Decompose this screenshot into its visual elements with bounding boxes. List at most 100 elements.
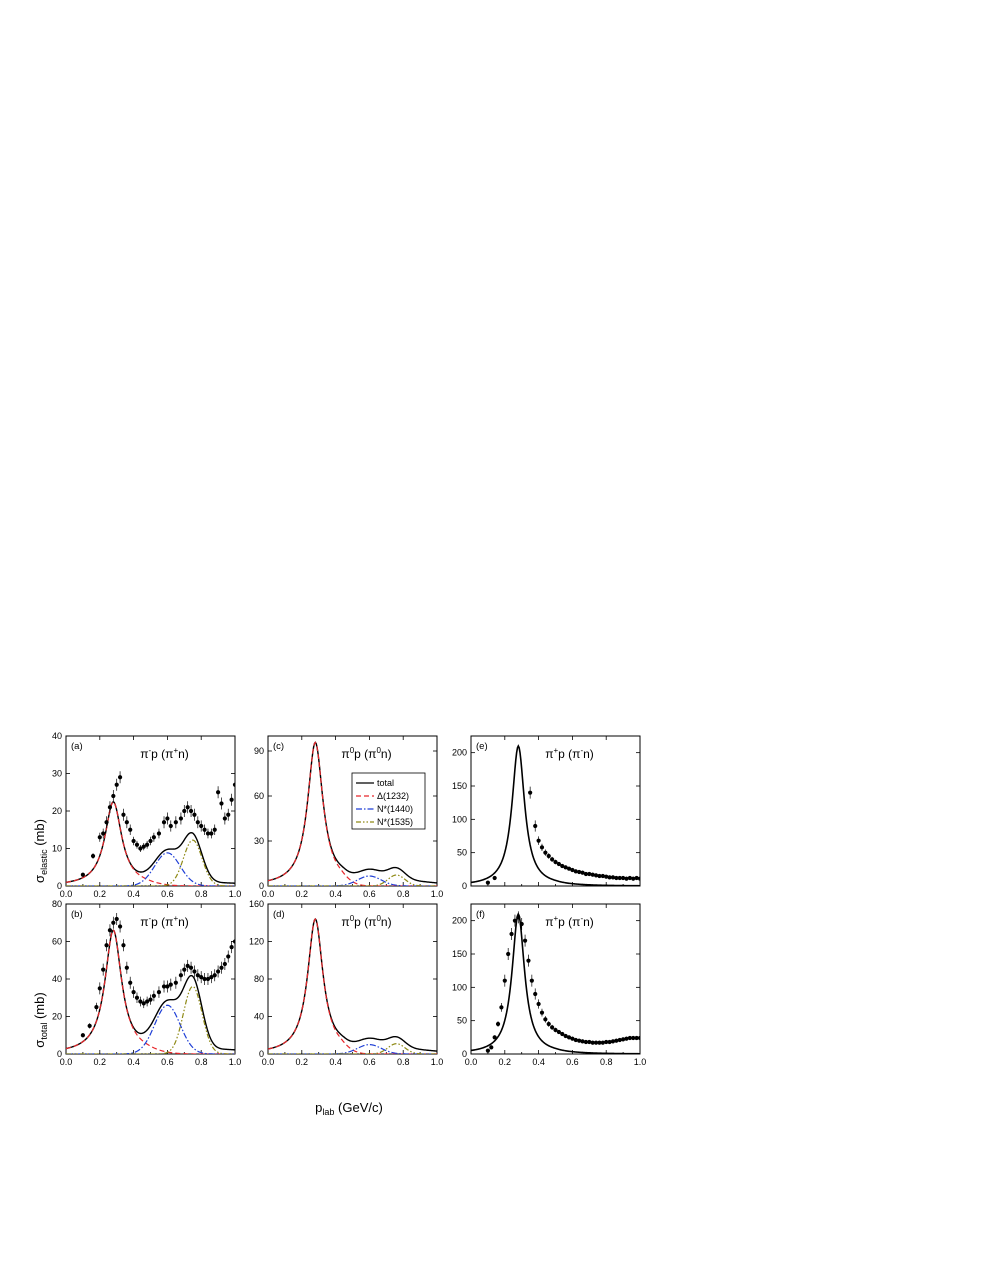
data-point bbox=[600, 1040, 605, 1045]
data-point bbox=[587, 871, 592, 877]
data-point bbox=[590, 1040, 595, 1045]
data-point bbox=[229, 797, 234, 802]
series-n1440-line bbox=[66, 1004, 235, 1054]
data-point bbox=[519, 921, 524, 927]
data-point bbox=[590, 872, 595, 877]
data-point bbox=[489, 1045, 494, 1050]
y-tick-label: 200 bbox=[452, 916, 467, 926]
data-point bbox=[492, 875, 497, 881]
data-point bbox=[634, 875, 639, 881]
x-tick-label: 0.6 bbox=[566, 1057, 579, 1067]
data-point bbox=[121, 812, 126, 817]
data-point bbox=[593, 873, 599, 878]
data-point bbox=[216, 790, 221, 795]
y-tick-label: 80 bbox=[52, 899, 62, 909]
panel-title: π-p (π+n) bbox=[140, 914, 189, 929]
data-point bbox=[205, 831, 211, 836]
data-point bbox=[161, 820, 167, 825]
curve-group bbox=[66, 913, 235, 1054]
y-tick-label: 10 bbox=[52, 844, 62, 854]
svg-text:σtotal (mb): σtotal (mb) bbox=[32, 992, 49, 1047]
data-point bbox=[131, 838, 136, 844]
y-tick-label: 0 bbox=[259, 1049, 264, 1059]
data-point bbox=[199, 975, 204, 980]
y-tick-label: 0 bbox=[462, 1049, 467, 1059]
data-point bbox=[546, 853, 551, 859]
data-point bbox=[543, 1017, 548, 1022]
data-point bbox=[173, 820, 178, 825]
data-point bbox=[617, 1037, 622, 1043]
data-point bbox=[607, 875, 612, 880]
data-point bbox=[104, 943, 109, 948]
x-tick-label: 0.4 bbox=[329, 889, 342, 899]
data-point bbox=[529, 978, 534, 983]
data-point bbox=[522, 938, 528, 943]
x-tick-label: 0.2 bbox=[94, 889, 107, 899]
data-point bbox=[111, 920, 116, 925]
xlabel: plab (GeV/c) bbox=[315, 1100, 383, 1117]
data-point bbox=[556, 861, 561, 867]
data-point bbox=[161, 984, 167, 989]
data-point bbox=[533, 823, 538, 829]
data-point bbox=[570, 867, 575, 873]
panel-c: 0.0 0.2 0.4 0.6 0.8 1.0 0 30 60 90 (c) π0p (π0n) tot… bbox=[254, 735, 443, 899]
data-point bbox=[587, 1039, 592, 1045]
plot-frame bbox=[267, 903, 438, 1055]
data-point bbox=[182, 808, 187, 814]
data-point bbox=[124, 965, 129, 970]
data-point bbox=[536, 1001, 541, 1007]
x-tick-label: 0.8 bbox=[195, 889, 208, 899]
series-delta-line bbox=[268, 918, 437, 1054]
data-point bbox=[141, 844, 146, 849]
panel-label: (f) bbox=[476, 909, 485, 920]
panel-f: 0.0 0.2 0.4 0.6 0.8 1.0 0 50 100 150 200 (f) π+p (π-… bbox=[452, 903, 646, 1067]
data-point bbox=[97, 835, 102, 840]
data-point bbox=[107, 805, 113, 810]
x-tick-label: 0.6 bbox=[363, 889, 376, 899]
y-tick-label: 20 bbox=[52, 1012, 62, 1022]
data-point bbox=[536, 838, 541, 843]
x-tick-label: 0.0 bbox=[262, 889, 275, 899]
panel-d: 0.0 0.2 0.4 0.6 0.8 1.0 0 40 80 120 160 (d) π0p (π0n… bbox=[249, 899, 443, 1067]
data-point bbox=[80, 872, 85, 877]
data-point bbox=[577, 1038, 582, 1043]
curve-group bbox=[268, 741, 437, 886]
data-point bbox=[104, 820, 109, 825]
data-point bbox=[560, 1031, 565, 1037]
data-point bbox=[614, 1038, 619, 1043]
data-point bbox=[485, 1048, 490, 1053]
data-point bbox=[128, 827, 133, 832]
x-tick-label: 0.0 bbox=[465, 1057, 478, 1067]
data-point bbox=[566, 1035, 572, 1040]
x-tick-label: 0.8 bbox=[195, 1057, 208, 1067]
data-point bbox=[188, 965, 194, 970]
legend-box bbox=[351, 772, 426, 830]
data-point bbox=[550, 1025, 555, 1030]
x-tick-label: 0.2 bbox=[296, 889, 309, 899]
data-point bbox=[168, 982, 173, 987]
data-point bbox=[145, 999, 150, 1004]
data-point bbox=[543, 850, 548, 855]
y-tick-label: 30 bbox=[52, 769, 62, 779]
y-tick-label: 90 bbox=[254, 746, 264, 756]
data-point bbox=[90, 853, 96, 859]
data-point bbox=[624, 1036, 629, 1041]
data-point bbox=[631, 1035, 636, 1041]
x-tick-label: 0.0 bbox=[262, 1057, 275, 1067]
panel-b: 0.0 0.2 0.4 0.6 0.8 1.0 0 20 40 60 80 (b) π-p (π+n) bbox=[52, 899, 241, 1067]
data-point bbox=[195, 820, 200, 825]
data-point bbox=[178, 816, 184, 821]
y-tick-label: 120 bbox=[249, 937, 264, 947]
data-point bbox=[495, 1021, 501, 1027]
y-tick-label: 100 bbox=[452, 982, 467, 992]
data-point bbox=[97, 986, 102, 991]
data-point bbox=[577, 869, 582, 875]
data-point bbox=[604, 874, 609, 879]
panel-title: π+p (π-n) bbox=[545, 914, 594, 929]
data-point bbox=[553, 1027, 558, 1033]
data-point bbox=[621, 875, 626, 881]
data-point bbox=[627, 875, 632, 881]
data-point bbox=[114, 916, 119, 922]
